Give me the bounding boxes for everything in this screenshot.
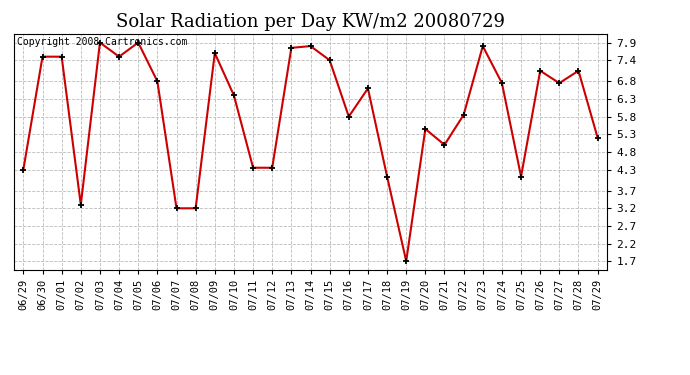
Title: Solar Radiation per Day KW/m2 20080729: Solar Radiation per Day KW/m2 20080729 <box>116 13 505 31</box>
Text: Copyright 2008 Cartronics.com: Copyright 2008 Cartronics.com <box>17 37 187 47</box>
